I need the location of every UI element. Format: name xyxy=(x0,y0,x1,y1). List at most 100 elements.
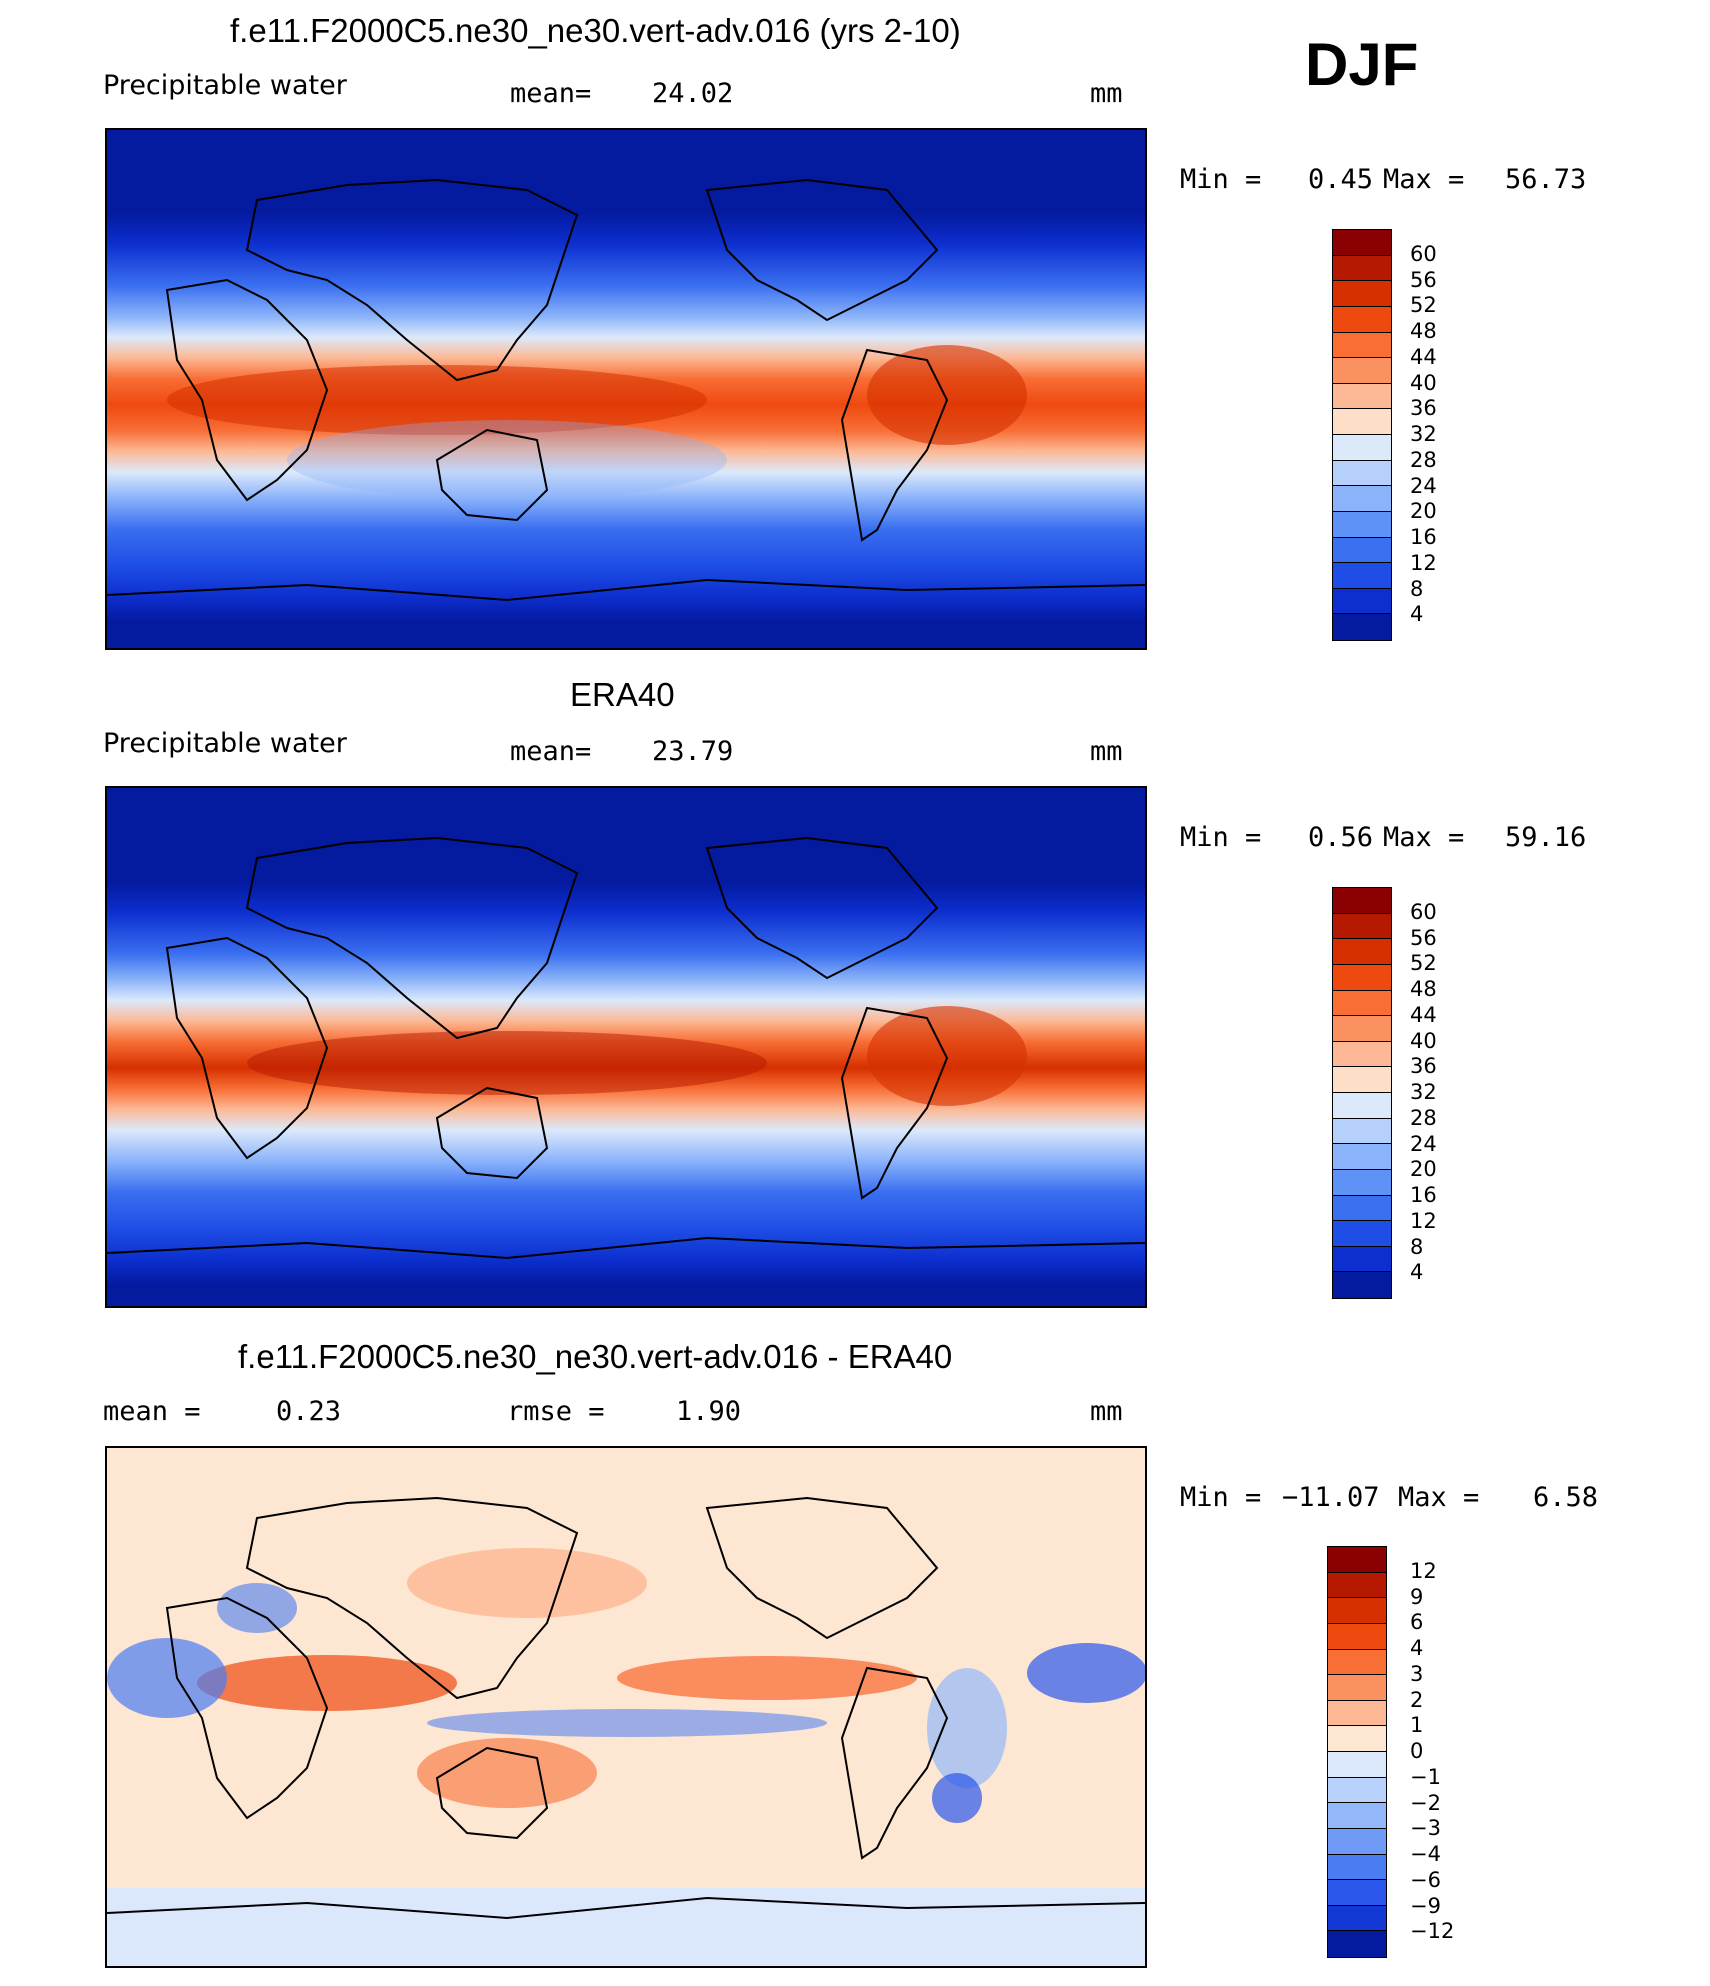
colorbar-tick-label: 28 xyxy=(1410,1105,1437,1130)
colorbar-swatch xyxy=(1333,1246,1391,1273)
colorbar-tick-label: 32 xyxy=(1410,1080,1437,1104)
colorbar-tick-label: 24 xyxy=(1410,473,1437,498)
colorbar-tick-label: 8 xyxy=(1410,576,1424,601)
colorbar-tick-label: 3 xyxy=(1410,1661,1424,1686)
colorbar-swatch xyxy=(1333,230,1391,256)
colorbar-tick-label: 12 xyxy=(1410,1208,1437,1233)
colorbar-swatch xyxy=(1328,1905,1386,1932)
colorbar-tick-label: 20 xyxy=(1410,1157,1437,1182)
colorbar-swatch xyxy=(1333,588,1391,615)
colorbar-swatch xyxy=(1333,614,1391,640)
colorbar-swatch xyxy=(1333,990,1391,1017)
colorbar-swatch xyxy=(1328,1828,1386,1855)
panel3-rmse-value: 1.90 xyxy=(676,1396,742,1427)
colorbar-tick-label: 48 xyxy=(1410,977,1437,1001)
colorbar-swatch xyxy=(1333,435,1391,461)
colorbar-tick-label: 8 xyxy=(1410,1234,1424,1259)
colorbar-swatch xyxy=(1328,1880,1386,1906)
colorbar-tick-label: −2 xyxy=(1410,1790,1441,1815)
panel3-rmse-label: rmse = xyxy=(507,1396,605,1427)
colorbar-tick-label: 60 xyxy=(1410,899,1437,924)
panel1-max-value: 56.73 xyxy=(1505,164,1587,195)
colorbar-tick-label: 48 xyxy=(1410,319,1437,343)
colorbar-tick-label: 16 xyxy=(1410,1183,1437,1207)
panel1-field-label: Precipitable water xyxy=(103,70,347,101)
panel3-max-value: 6.58 xyxy=(1533,1482,1599,1513)
panel2-max-label: Max = xyxy=(1383,822,1465,853)
colorbar-tick-label: 52 xyxy=(1410,951,1437,976)
panel2-units: mm xyxy=(1090,736,1123,767)
colorbar-tick-label: 2 xyxy=(1410,1687,1424,1712)
panel1-min-label: Min = xyxy=(1180,164,1262,195)
colorbar-swatch xyxy=(1328,1726,1386,1752)
panel2-max-value: 59.16 xyxy=(1505,822,1587,853)
colorbar-swatch xyxy=(1333,1169,1391,1196)
colorbar-swatch xyxy=(1333,1016,1391,1042)
colorbar-tick-label: 56 xyxy=(1410,925,1437,950)
colorbar-swatch xyxy=(1333,511,1391,538)
colorbar-swatch xyxy=(1333,1195,1391,1222)
panel1-max-label: Max = xyxy=(1383,164,1465,195)
panel3-units: mm xyxy=(1090,1396,1123,1427)
colorbar-tick-label: 40 xyxy=(1410,1028,1437,1053)
colorbar-swatch xyxy=(1333,486,1391,512)
colorbar-swatch xyxy=(1333,1067,1391,1093)
panel1-mean-label: mean= xyxy=(510,78,592,109)
colorbar-swatch xyxy=(1333,964,1391,991)
colorbar-tick-label: 28 xyxy=(1410,447,1437,472)
colorbar-tick-label: 36 xyxy=(1410,1054,1437,1079)
colorbar-tick-label: 12 xyxy=(1410,1558,1437,1583)
colorbar-tick-label: 24 xyxy=(1410,1131,1437,1156)
panel3-map xyxy=(105,1446,1147,1968)
panel3-title: f.e11.F2000C5.ne30_ne30.vert-adv.016 - E… xyxy=(238,1338,953,1375)
colorbar-swatch xyxy=(1333,1272,1391,1298)
panel1-map xyxy=(105,128,1147,650)
colorbar-tick-label: 9 xyxy=(1410,1584,1424,1609)
colorbar-tick-label: 4 xyxy=(1410,1260,1424,1285)
colorbar-tick-label: 44 xyxy=(1410,1002,1437,1027)
panel2-colorbar xyxy=(1332,887,1392,1299)
panel2-title: ERA40 xyxy=(570,676,675,713)
colorbar-tick-label: 52 xyxy=(1410,293,1437,318)
panel1-units: mm xyxy=(1090,78,1123,109)
colorbar-swatch xyxy=(1333,1093,1391,1119)
colorbar-swatch xyxy=(1328,1777,1386,1804)
panel1-min-value: 0.45 xyxy=(1308,164,1374,195)
colorbar-tick-label: 32 xyxy=(1410,422,1437,446)
colorbar-tick-label: 20 xyxy=(1410,499,1437,524)
colorbar-tick-label: 36 xyxy=(1410,396,1437,421)
panel3-colorbar xyxy=(1327,1546,1387,1958)
colorbar-swatch xyxy=(1333,888,1391,914)
colorbar-swatch xyxy=(1333,537,1391,564)
colorbar-swatch xyxy=(1333,1221,1391,1247)
colorbar-swatch xyxy=(1328,1623,1386,1650)
panel2-map xyxy=(105,786,1147,1308)
colorbar-tick-label: 44 xyxy=(1410,344,1437,369)
colorbar-tick-label: 1 xyxy=(1410,1713,1424,1738)
panel3-max-label: Max = xyxy=(1398,1482,1480,1513)
colorbar-tick-label: 40 xyxy=(1410,370,1437,395)
colorbar-swatch xyxy=(1328,1572,1386,1599)
colorbar-tick-label: 12 xyxy=(1410,550,1437,575)
panel1-mean-value: 24.02 xyxy=(652,78,734,109)
colorbar-swatch xyxy=(1328,1598,1386,1624)
colorbar-swatch xyxy=(1328,1547,1386,1573)
panel2-min-label: Min = xyxy=(1180,822,1262,853)
colorbar-tick-label: 16 xyxy=(1410,525,1437,549)
colorbar-swatch xyxy=(1333,1118,1391,1145)
colorbar-swatch xyxy=(1328,1803,1386,1829)
panel2-min-value: 0.56 xyxy=(1308,822,1374,853)
panel2-mean-label: mean= xyxy=(510,736,592,767)
colorbar-swatch xyxy=(1333,383,1391,410)
panel1-colorbar xyxy=(1332,229,1392,641)
colorbar-swatch xyxy=(1328,1931,1386,1957)
colorbar-swatch xyxy=(1328,1700,1386,1727)
colorbar-swatch xyxy=(1333,332,1391,359)
colorbar-swatch xyxy=(1333,913,1391,940)
panel3-min-value: −11.07 xyxy=(1282,1482,1380,1513)
colorbar-tick-label: −9 xyxy=(1410,1893,1441,1918)
colorbar-swatch xyxy=(1333,1041,1391,1068)
colorbar-swatch xyxy=(1333,255,1391,282)
panel3-mean-label: mean = xyxy=(103,1396,201,1427)
colorbar-tick-label: 60 xyxy=(1410,241,1437,266)
